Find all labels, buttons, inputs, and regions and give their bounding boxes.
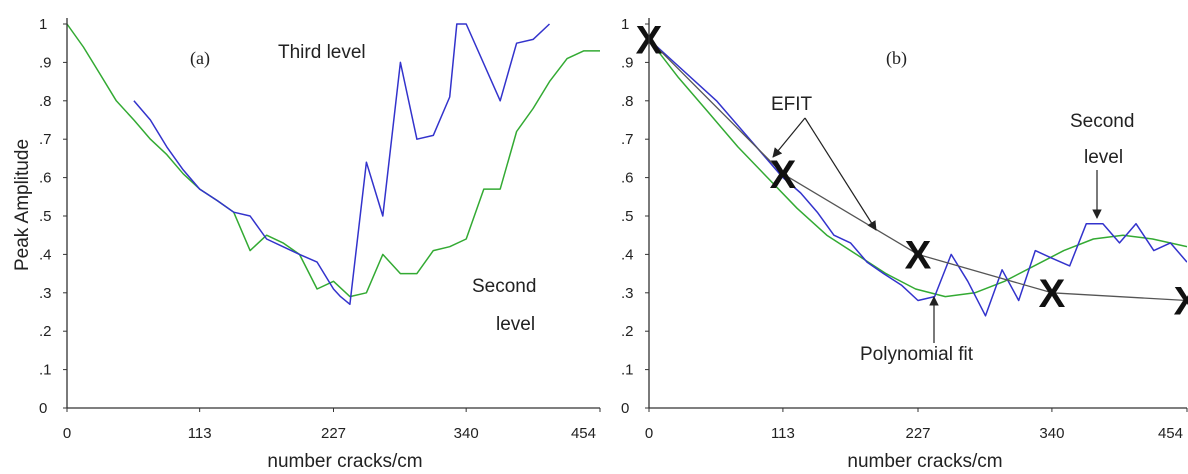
a-second-level-annotation-line2: level	[496, 314, 535, 335]
y-tick-label: .5	[621, 208, 634, 225]
series-line-second-level	[67, 23, 600, 298]
b-second-level-annotation-line2: level	[1084, 147, 1123, 168]
y-tick-label: .1	[39, 362, 52, 379]
third-level-annotation: Third level	[278, 42, 366, 63]
y-tick-label: .9	[621, 54, 634, 71]
series-line-efit	[649, 38, 1187, 302]
series-line-second-level	[649, 38, 1187, 317]
y-tick-label: .3	[39, 285, 52, 302]
x-tick-label: 454	[571, 425, 596, 442]
b-second-level-annotation-line1: Second	[1070, 111, 1134, 132]
x-tick-label: 113	[771, 425, 795, 442]
a-y-axis-label: Peak Amplitude	[12, 139, 33, 271]
y-tick-label: .4	[621, 246, 634, 263]
chart-panel-a: 0 .1 .2 .3 .4 .5 .6 .7 .8 .9 1 0 113 227 340 454 (a) Th…	[12, 16, 601, 472]
efit-x-marker: X	[1174, 279, 1188, 323]
y-tick-label: .7	[621, 131, 634, 148]
series-line-third-level	[133, 23, 551, 306]
y-tick-label: .2	[621, 323, 634, 340]
b-x-axis-label: number cracks/cm	[847, 451, 1002, 472]
panel-a-tag: (a)	[190, 48, 210, 69]
efit-x-marker: X	[905, 233, 932, 277]
y-tick-label: .9	[39, 54, 52, 71]
efit-annotation: EFIT	[771, 94, 813, 115]
y-tick-label: .1	[621, 362, 634, 379]
y-tick-label: 0	[621, 400, 629, 417]
x-tick-label: 454	[1158, 425, 1183, 442]
y-tick-label: .3	[621, 285, 634, 302]
efit-x-marker: X	[770, 153, 797, 197]
x-tick-label: 0	[645, 425, 653, 442]
y-tick-label: .4	[39, 246, 52, 263]
a-x-axis-label: number cracks/cm	[267, 451, 422, 472]
x-tick-label: 227	[905, 425, 930, 442]
y-tick-label: .5	[39, 208, 52, 225]
y-tick-label: 0	[39, 400, 47, 417]
series-line-polynomial-fit	[649, 38, 1187, 298]
y-tick-label: .8	[39, 93, 52, 110]
y-tick-label: .7	[39, 131, 52, 148]
efit-arrow-2	[804, 117, 877, 231]
x-tick-label: 340	[1039, 425, 1064, 442]
y-tick-label: .8	[621, 93, 634, 110]
y-tick-label: .6	[39, 170, 52, 187]
x-tick-label: 227	[321, 425, 346, 442]
efit-x-marker: X	[1039, 272, 1066, 316]
y-tick-label: 1	[39, 16, 47, 33]
y-tick-label: .6	[621, 170, 634, 187]
y-tick-label: .2	[39, 323, 52, 340]
x-tick-label: 0	[63, 425, 71, 442]
efit-arrow-1	[772, 117, 806, 158]
x-tick-label: 340	[454, 425, 479, 442]
panel-b-tag: (b)	[886, 48, 907, 69]
y-tick-label: 1	[621, 16, 629, 33]
polynomial-fit-annotation: Polynomial fit	[860, 344, 974, 365]
a-second-level-annotation-line1: Second	[472, 276, 536, 297]
x-tick-label: 113	[188, 425, 212, 442]
